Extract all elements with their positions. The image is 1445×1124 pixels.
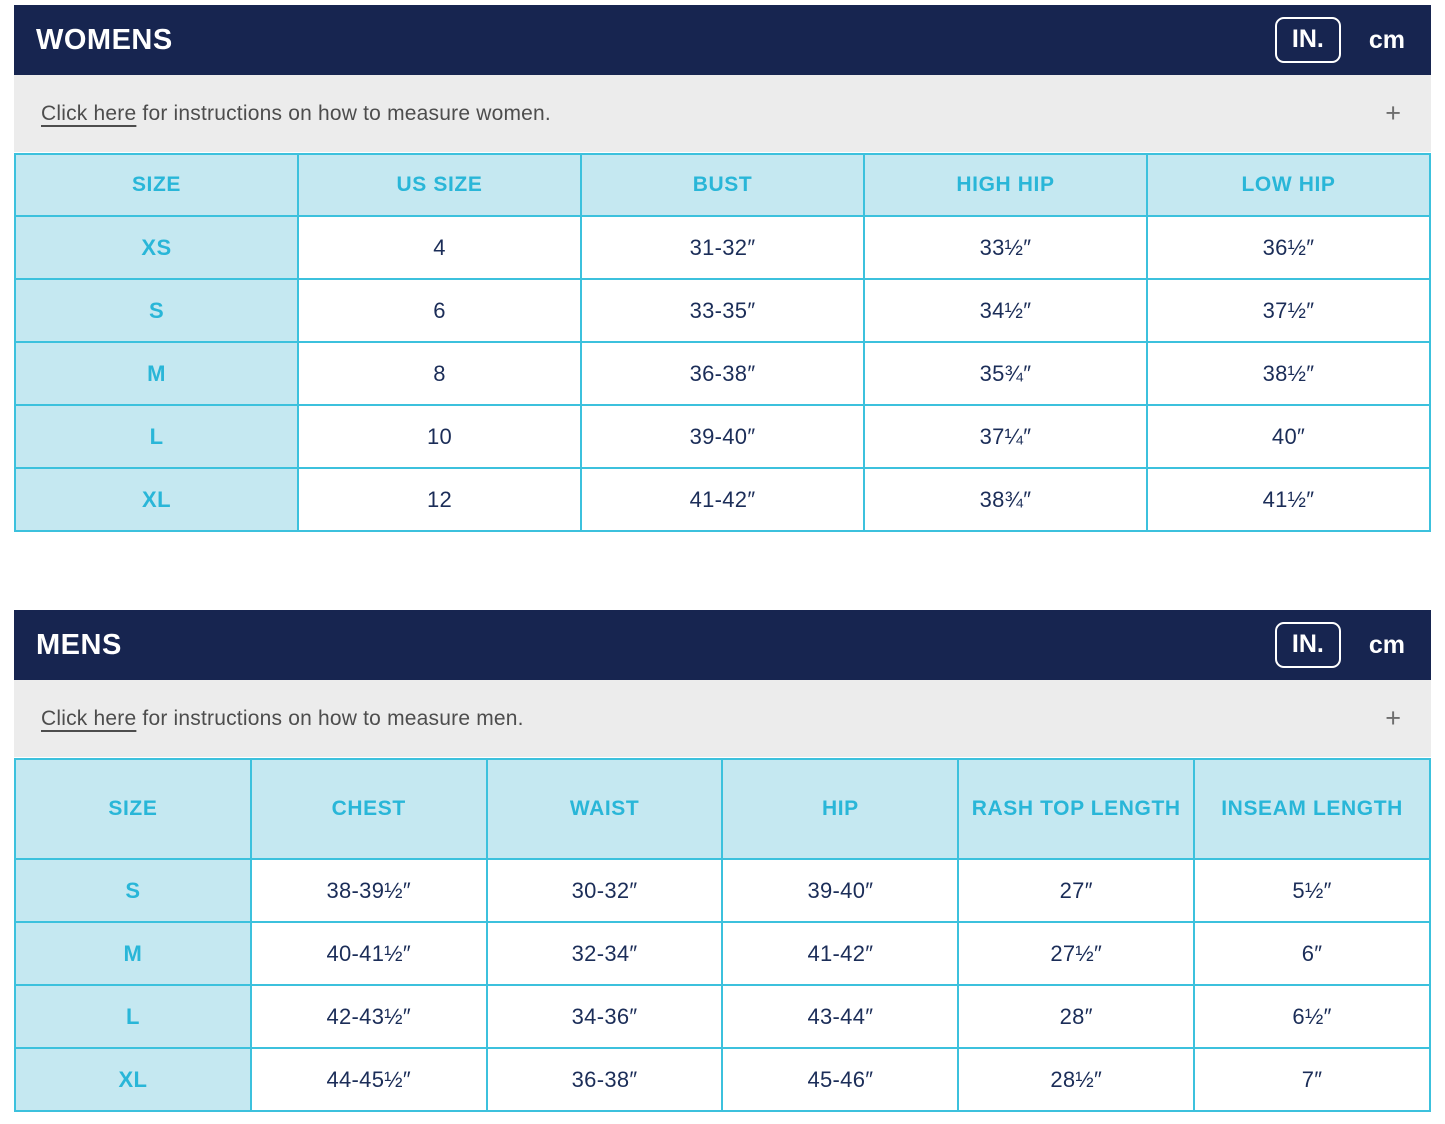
size-label-cell: XL: [14, 1047, 252, 1112]
measurement-cell: 38¾″: [863, 467, 1148, 532]
womens-instructions-text: Click here for instructions on how to me…: [41, 102, 551, 126]
header-row: SIZE CHEST WAIST HIP RASH TOP LENGTH INSEAM L…: [14, 758, 1431, 860]
measurement-cell: 12: [297, 467, 582, 532]
measurement-cell: 37½″: [1146, 278, 1431, 343]
measurement-cell: 39-40″: [721, 858, 960, 923]
mens-instructions-bar: Click here for instructions on how to me…: [14, 680, 1431, 757]
mens-size-table: SIZE CHEST WAIST HIP RASH TOP LENGTH INSEAM L…: [14, 758, 1431, 1112]
column-header: INSEAM LENGTH: [1193, 758, 1431, 860]
table-row: M 8 36-38″ 35¾″ 38½″: [14, 341, 1431, 406]
mens-header-bar: MENS IN. cm: [14, 610, 1431, 680]
measurement-cell: 41-42″: [721, 921, 960, 986]
table-row: L 42-43½″ 34-36″ 43-44″ 28″ 6½″: [14, 984, 1431, 1049]
mens-click-here-link[interactable]: Click here: [41, 706, 137, 730]
womens-click-here-link[interactable]: Click here: [41, 101, 137, 125]
column-header: BUST: [580, 153, 865, 217]
mens-unit-in-button[interactable]: IN.: [1274, 622, 1341, 668]
mens-unit-cm-button[interactable]: cm: [1368, 630, 1405, 659]
size-label-cell: M: [14, 921, 252, 986]
measurement-cell: 45-46″: [721, 1047, 960, 1112]
mens-section-title: MENS: [36, 628, 122, 661]
column-header: CHEST: [249, 758, 488, 860]
measurement-cell: 6: [297, 278, 582, 343]
measurement-cell: 42-43½″: [249, 984, 488, 1049]
measurement-cell: 41-42″: [580, 467, 865, 532]
measurement-cell: 38-39½″: [249, 858, 488, 923]
measurement-cell: 8: [297, 341, 582, 406]
column-header: HIGH HIP: [863, 153, 1148, 217]
measurement-cell: 32-34″: [485, 921, 724, 986]
measurement-cell: 34-36″: [485, 984, 724, 1049]
measurement-cell: 6″: [1193, 921, 1431, 986]
size-label-cell: XS: [14, 215, 299, 280]
measurement-cell: 39-40″: [580, 404, 865, 469]
measurement-cell: 31-32″: [580, 215, 865, 280]
header-row: SIZE US SIZE BUST HIGH HIP LOW HIP: [14, 153, 1431, 217]
column-header: SIZE: [14, 153, 299, 217]
mens-instructions-rest: for instructions on how to measure men.: [136, 706, 524, 730]
measurement-cell: 6½″: [1193, 984, 1431, 1049]
womens-instructions-rest: for instructions on how to measure women…: [136, 101, 551, 125]
mens-expand-plus-icon[interactable]: +: [1385, 703, 1401, 733]
womens-section: WOMENS IN. cm Click here for instruction…: [14, 5, 1431, 532]
size-label-cell: L: [14, 404, 299, 469]
column-header: LOW HIP: [1146, 153, 1431, 217]
table-row: XL 12 41-42″ 38¾″ 41½″: [14, 467, 1431, 532]
measurement-cell: 44-45½″: [249, 1047, 488, 1112]
measurement-cell: 33-35″: [580, 278, 865, 343]
measurement-cell: 36-38″: [485, 1047, 724, 1112]
size-label-cell: S: [14, 858, 252, 923]
table-row: S 38-39½″ 30-32″ 39-40″ 27″ 5½″: [14, 858, 1431, 923]
table-row: XS 4 31-32″ 33½″ 36½″: [14, 215, 1431, 280]
womens-expand-plus-icon[interactable]: +: [1385, 98, 1401, 128]
womens-header-bar: WOMENS IN. cm: [14, 5, 1431, 75]
column-header: WAIST: [485, 758, 724, 860]
size-label-cell: L: [14, 984, 252, 1049]
size-charts-page: WOMENS IN. cm Click here for instruction…: [14, 5, 1431, 1112]
size-label-cell: XL: [14, 467, 299, 532]
measurement-cell: 34½″: [863, 278, 1148, 343]
measurement-cell: 28″: [957, 984, 1196, 1049]
table-row: S 6 33-35″ 34½″ 37½″: [14, 278, 1431, 343]
measurement-cell: 30-32″: [485, 858, 724, 923]
mens-section: MENS IN. cm Click here for instructions …: [14, 610, 1431, 1112]
column-header: HIP: [721, 758, 960, 860]
table-row: L 10 39-40″ 37¼″ 40″: [14, 404, 1431, 469]
measurement-cell: 36-38″: [580, 341, 865, 406]
measurement-cell: 38½″: [1146, 341, 1431, 406]
measurement-cell: 33½″: [863, 215, 1148, 280]
measurement-cell: 40-41½″: [249, 921, 488, 986]
measurement-cell: 28½″: [957, 1047, 1196, 1112]
womens-size-table: SIZE US SIZE BUST HIGH HIP LOW HIP XS 4 31-32″ 3…: [14, 153, 1431, 532]
size-label-cell: M: [14, 341, 299, 406]
measurement-cell: 7″: [1193, 1047, 1431, 1112]
measurement-cell: 27½″: [957, 921, 1196, 986]
measurement-cell: 41½″: [1146, 467, 1431, 532]
size-label-cell: S: [14, 278, 299, 343]
measurement-cell: 36½″: [1146, 215, 1431, 280]
measurement-cell: 37¼″: [863, 404, 1148, 469]
column-header: US SIZE: [297, 153, 582, 217]
column-header: RASH TOP LENGTH: [957, 758, 1196, 860]
column-header: SIZE: [14, 758, 252, 860]
table-row: M 40-41½″ 32-34″ 41-42″ 27½″ 6″: [14, 921, 1431, 986]
mens-unit-toggle: IN. cm: [1274, 622, 1405, 668]
womens-unit-toggle: IN. cm: [1274, 17, 1405, 63]
measurement-cell: 4: [297, 215, 582, 280]
womens-instructions-bar: Click here for instructions on how to me…: [14, 75, 1431, 152]
womens-section-title: WOMENS: [36, 23, 173, 56]
measurement-cell: 35¾″: [863, 341, 1148, 406]
measurement-cell: 5½″: [1193, 858, 1431, 923]
measurement-cell: 27″: [957, 858, 1196, 923]
measurement-cell: 10: [297, 404, 582, 469]
womens-unit-cm-button[interactable]: cm: [1368, 25, 1405, 54]
measurement-cell: 40″: [1146, 404, 1431, 469]
womens-unit-in-button[interactable]: IN.: [1274, 17, 1341, 63]
mens-instructions-text: Click here for instructions on how to me…: [41, 707, 524, 731]
table-row: XL 44-45½″ 36-38″ 45-46″ 28½″ 7″: [14, 1047, 1431, 1112]
measurement-cell: 43-44″: [721, 984, 960, 1049]
